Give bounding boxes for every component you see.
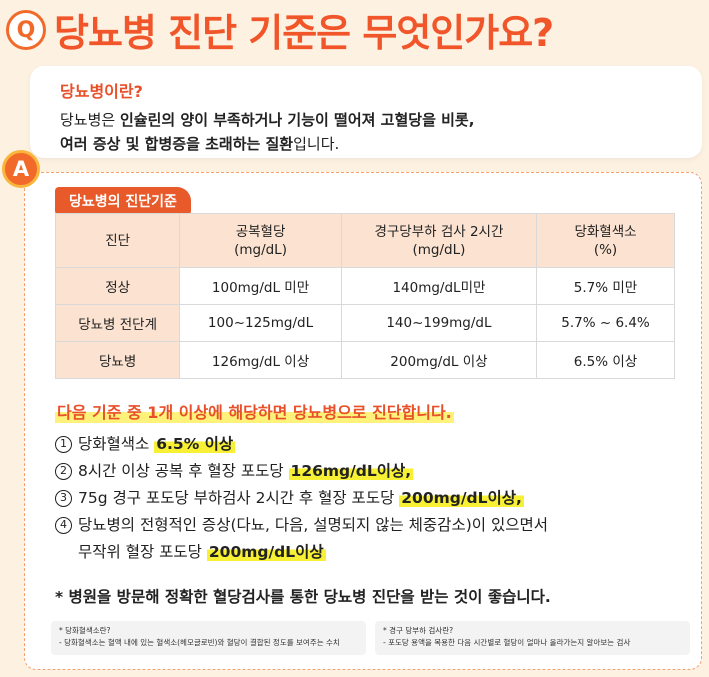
criteria-table: 진단 공복혈당 (mg/dL) 경구당부하 검사 2시간 (mg/dL) 당화혈…	[54, 213, 675, 379]
intro-bold-text: 여러 증상 및 합병증을 초래하는 질환	[60, 135, 294, 153]
intro-text: 당뇨병은	[60, 111, 120, 129]
question-badge: Q	[6, 10, 46, 50]
table-row-header: 정상	[54, 267, 181, 305]
table-cell: 126mg/dL 이상	[179, 341, 342, 379]
list-item: 2 8시간 이상 공복 후 혈장 포도당 126mg/dL이상,	[55, 458, 675, 485]
advice-note: * 병원을 방문해 정확한 혈당검사를 통한 당뇨병 진단을 받는 것이 좋습니…	[55, 588, 551, 606]
table-header: 경구당부하 검사 2시간 (mg/dL)	[340, 213, 538, 268]
criterion-text: 무작위 혈장 포도당	[78, 543, 207, 561]
intro-card: 당뇨병이란? 당뇨병은 인슐린의 양이 부족하거나 기능이 떨어져 고혈당을 비…	[30, 66, 702, 158]
number-marker: 2	[55, 463, 72, 480]
criteria-list: 1 당화혈색소 6.5% 이상 2 8시간 이상 공복 후 혈장 포도당 126mg…	[55, 431, 675, 566]
table-header: 공복혈당 (mg/dL)	[179, 213, 342, 268]
criterion-text: 당뇨병의 전형적인 증상(다뇨, 다음, 설명되지 않는 체중감소)이 있으면서	[78, 516, 548, 534]
footnote-answer: - 포도당 용액을 복용한 다음 시간별로 혈당이 얼마나 올라가는지 알아보는…	[383, 638, 631, 647]
criteria-tag: 당뇨병의 진단기준	[55, 187, 191, 215]
list-item: 1 당화혈색소 6.5% 이상	[55, 431, 675, 458]
footnote-answer: - 당화혈색소는 혈액 내에 있는 혈색소(헤모글로빈)와 혈당이 결합된 정도…	[59, 638, 340, 647]
list-item-continuation: 무작위 혈장 포도당 200mg/dL이상	[55, 539, 675, 566]
footnote-question: * 당화혈색소란?	[59, 626, 111, 635]
table-cell: 5.7% 미만	[536, 267, 675, 305]
table-row-header: 당뇨병 전단계	[54, 304, 181, 342]
footnote-ogtt: * 경구 당부하 검사란? - 포도당 용액을 복용한 다음 시간별로 혈당이 …	[375, 621, 690, 655]
intro-line-2: 여러 증상 및 합병증을 초래하는 질환입니다.	[60, 132, 702, 156]
table-header-row: 진단 공복혈당 (mg/dL) 경구당부하 검사 2시간 (mg/dL) 당화혈…	[54, 213, 675, 268]
table-header: 당화혈색소 (%)	[536, 213, 675, 268]
criterion-highlight: 200mg/dL이상,	[399, 489, 524, 507]
answer-badge: A	[2, 150, 40, 188]
intro-text: 입니다.	[293, 135, 340, 153]
list-item: 3 75g 경구 포도당 부하검사 2시간 후 혈장 포도당 200mg/dL이상…	[55, 485, 675, 512]
table-cell: 140~199mg/dL	[340, 304, 538, 342]
table-cell: 200mg/dL 이상	[340, 341, 538, 379]
table-cell: 100mg/dL 미만	[179, 267, 342, 305]
intro-line-1: 당뇨병은 인슐린의 양이 부족하거나 기능이 떨어져 고혈당을 비롯,	[60, 108, 702, 132]
table-cell: 100~125mg/dL	[179, 304, 342, 342]
list-item: 4 당뇨병의 전형적인 증상(다뇨, 다음, 설명되지 않는 체중감소)이 있으면…	[55, 512, 675, 539]
page-title: 당뇨병 진단 기준은 무엇인가요?	[54, 11, 554, 55]
table-cell: 140mg/dL미만	[340, 267, 538, 305]
criterion-text: 8시간 이상 공복 후 혈장 포도당	[78, 462, 289, 480]
criterion-text: 당화혈색소	[78, 435, 155, 453]
number-marker: 3	[55, 490, 72, 507]
criteria-headline: 다음 기준 중 1개 이상에 해당하면 당뇨병으로 진단합니다.	[55, 399, 454, 423]
table-row: 당뇨병 전단계 100~125mg/dL 140~199mg/dL 5.7% ~…	[54, 304, 675, 342]
answer-card: 당뇨병의 진단기준 진단 공복혈당 (mg/dL) 경구당부하 검사 2시간 (…	[24, 172, 702, 670]
number-marker: 1	[55, 436, 72, 453]
footnote-question: * 경구 당부하 검사란?	[383, 626, 454, 635]
table-row: 당뇨병 126mg/dL 이상 200mg/dL 이상 6.5% 이상	[54, 341, 675, 379]
intro-bold-text: 인슐린의 양이 부족하거나 기능이 떨어져 고혈당을 비롯,	[119, 111, 475, 129]
intro-subtitle: 당뇨병이란?	[60, 82, 143, 101]
footnote-hba1c: * 당화혈색소란? - 당화혈색소는 혈액 내에 있는 혈색소(헤모글로빈)와 …	[51, 621, 366, 655]
table-row-header: 당뇨병	[54, 341, 181, 379]
criterion-highlight: 6.5% 이상	[154, 435, 236, 453]
table-cell: 6.5% 이상	[536, 341, 675, 379]
table-cell: 5.7% ~ 6.4%	[536, 304, 675, 342]
criterion-highlight: 126mg/dL이상,	[288, 462, 414, 480]
table-row: 정상 100mg/dL 미만 140mg/dL미만 5.7% 미만	[54, 267, 675, 305]
table-header: 진단	[54, 213, 181, 268]
criterion-highlight: 200mg/dL이상	[206, 543, 326, 561]
number-marker: 4	[55, 517, 72, 534]
criterion-text: 75g 경구 포도당 부하검사 2시간 후 혈장 포도당	[78, 489, 400, 507]
